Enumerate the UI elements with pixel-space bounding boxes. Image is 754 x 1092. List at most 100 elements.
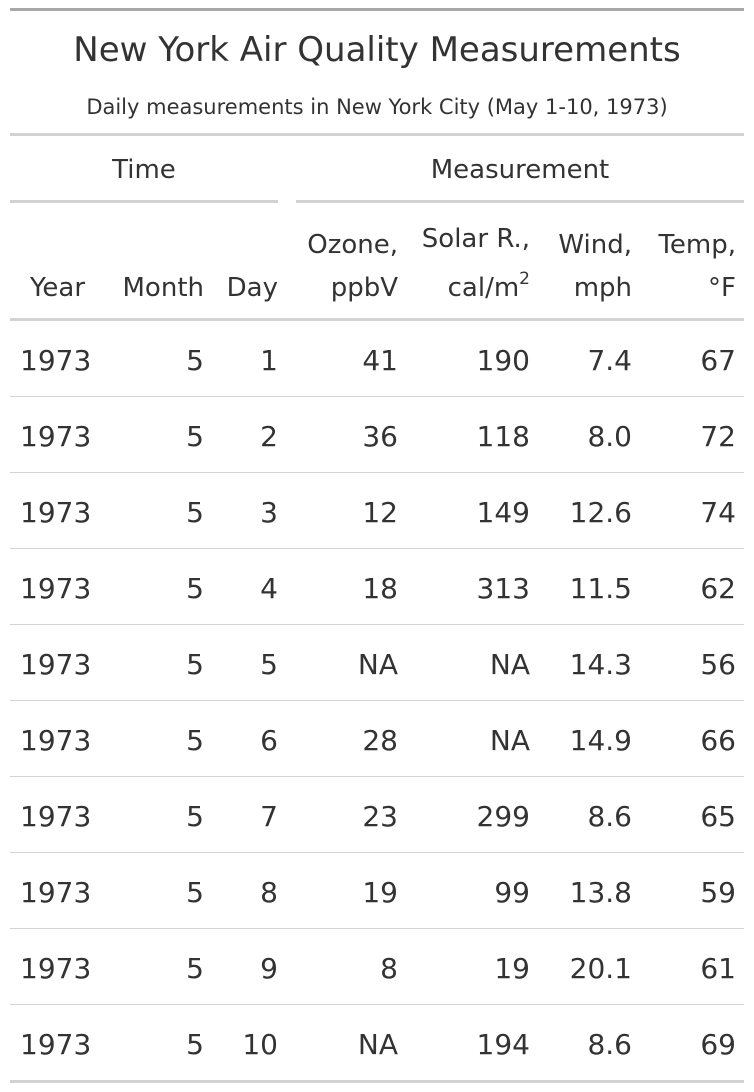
cell-year: 1973 <box>20 876 92 909</box>
cell-wind: 20.1 <box>569 952 632 985</box>
cell-solar: 194 <box>476 1028 530 1061</box>
spanner-time-rule <box>10 200 278 203</box>
cell-day: 2 <box>260 420 278 453</box>
cell-month: 5 <box>186 952 204 985</box>
cell-ozone: 18 <box>362 572 398 605</box>
cell-temp: 69 <box>700 1028 736 1061</box>
cell-wind: 7.4 <box>587 344 632 377</box>
column-header-solar-line1: Solar R., <box>421 224 530 254</box>
cell-ozone: 36 <box>362 420 398 453</box>
cell-ozone: NA <box>357 648 398 681</box>
cell-wind: 8.0 <box>587 420 632 453</box>
cell-month: 5 <box>186 420 204 453</box>
cell-solar: 118 <box>476 420 530 453</box>
cell-wind: 14.3 <box>569 648 632 681</box>
cell-ozone: 8 <box>380 952 398 985</box>
cell-year: 1973 <box>20 952 92 985</box>
cell-temp: 65 <box>700 800 736 833</box>
cell-solar: 19 <box>494 952 530 985</box>
cell-month: 5 <box>186 496 204 529</box>
cell-day: 4 <box>260 572 278 605</box>
cell-temp: 56 <box>700 648 736 681</box>
cell-month: 5 <box>186 800 204 833</box>
table-row: 1973 5 6 28 NA 14.9 66 <box>10 701 744 777</box>
cell-solar: 190 <box>476 344 530 377</box>
cell-day: 5 <box>260 648 278 681</box>
cell-month: 5 <box>186 724 204 757</box>
cell-wind: 14.9 <box>569 724 632 757</box>
solar-unit-exponent: 2 <box>519 269 530 289</box>
column-header-temp-line1: Temp, <box>658 230 736 260</box>
cell-solar: NA <box>489 648 530 681</box>
column-header-solar-line2: cal/m2 <box>405 267 530 309</box>
cell-day: 6 <box>260 724 278 757</box>
table-row: 1973 5 10 NA 194 8.6 69 <box>10 1005 744 1081</box>
column-header-month: Month <box>122 273 205 303</box>
cell-wind: 8.6 <box>587 1028 632 1061</box>
cell-day: 10 <box>242 1028 278 1061</box>
cell-year: 1973 <box>20 800 92 833</box>
cell-year: 1973 <box>20 1028 92 1061</box>
cell-year: 1973 <box>20 648 92 681</box>
cell-temp: 59 <box>700 876 736 909</box>
table-row: 1973 5 1 41 190 7.4 67 <box>10 321 744 397</box>
table-row: 1973 5 2 36 118 8.0 72 <box>10 397 744 473</box>
cell-day: 7 <box>260 800 278 833</box>
column-header-ozone-line2: ppbV <box>330 273 398 303</box>
spanner-time: Time <box>112 155 176 185</box>
table-row: 1973 5 4 18 313 11.5 62 <box>10 549 744 625</box>
table-subtitle: Daily measurements in New York City (May… <box>86 95 668 119</box>
column-header-ozone-line1: Ozone, <box>307 230 398 260</box>
cell-day: 1 <box>260 344 278 377</box>
cell-ozone: 19 <box>362 876 398 909</box>
spanner-measurement: Measurement <box>430 155 610 185</box>
table-row: 1973 5 5 NA NA 14.3 56 <box>10 625 744 701</box>
column-header-day: Day <box>226 273 278 303</box>
cell-solar: 313 <box>476 572 530 605</box>
cell-month: 5 <box>186 572 204 605</box>
cell-temp: 67 <box>700 344 736 377</box>
cell-day: 9 <box>260 952 278 985</box>
cell-month: 5 <box>186 344 204 377</box>
cell-year: 1973 <box>20 496 92 529</box>
cell-year: 1973 <box>20 572 92 605</box>
cell-temp: 66 <box>700 724 736 757</box>
table-body: 1973 5 1 41 190 7.4 67 1973 5 2 36 118 8… <box>10 321 744 1081</box>
cell-solar: 99 <box>494 876 530 909</box>
column-header-wind-line2: mph <box>573 273 632 303</box>
top-rule <box>10 8 744 11</box>
column-header-year: Year <box>30 273 86 303</box>
cell-ozone: 28 <box>362 724 398 757</box>
cell-ozone: 12 <box>362 496 398 529</box>
spanner-measurement-rule <box>296 200 744 203</box>
cell-wind: 12.6 <box>569 496 632 529</box>
cell-temp: 72 <box>700 420 736 453</box>
cell-month: 5 <box>186 1028 204 1061</box>
cell-temp: 74 <box>700 496 736 529</box>
cell-solar: 149 <box>476 496 530 529</box>
cell-month: 5 <box>186 876 204 909</box>
cell-year: 1973 <box>20 420 92 453</box>
cell-ozone: 41 <box>362 344 398 377</box>
cell-day: 8 <box>260 876 278 909</box>
cell-temp: 62 <box>700 572 736 605</box>
table-row: 1973 5 7 23 299 8.6 65 <box>10 777 744 853</box>
column-header-rule <box>10 318 744 321</box>
table-title: New York Air Quality Measurements <box>73 30 681 70</box>
solar-unit: cal/m <box>447 273 520 303</box>
table-row: 1973 5 8 19 99 13.8 59 <box>10 853 744 929</box>
cell-year: 1973 <box>20 724 92 757</box>
table-row: 1973 5 9 8 19 20.1 61 <box>10 929 744 1005</box>
cell-wind: 8.6 <box>587 800 632 833</box>
cell-ozone: 23 <box>362 800 398 833</box>
cell-solar: NA <box>489 724 530 757</box>
bottom-rule <box>10 1080 744 1083</box>
column-header-wind-line1: Wind, <box>558 230 632 260</box>
cell-temp: 61 <box>700 952 736 985</box>
cell-ozone: NA <box>357 1028 398 1061</box>
cell-wind: 13.8 <box>569 876 632 909</box>
cell-year: 1973 <box>20 344 92 377</box>
cell-month: 5 <box>186 648 204 681</box>
heading-rule <box>10 133 744 136</box>
